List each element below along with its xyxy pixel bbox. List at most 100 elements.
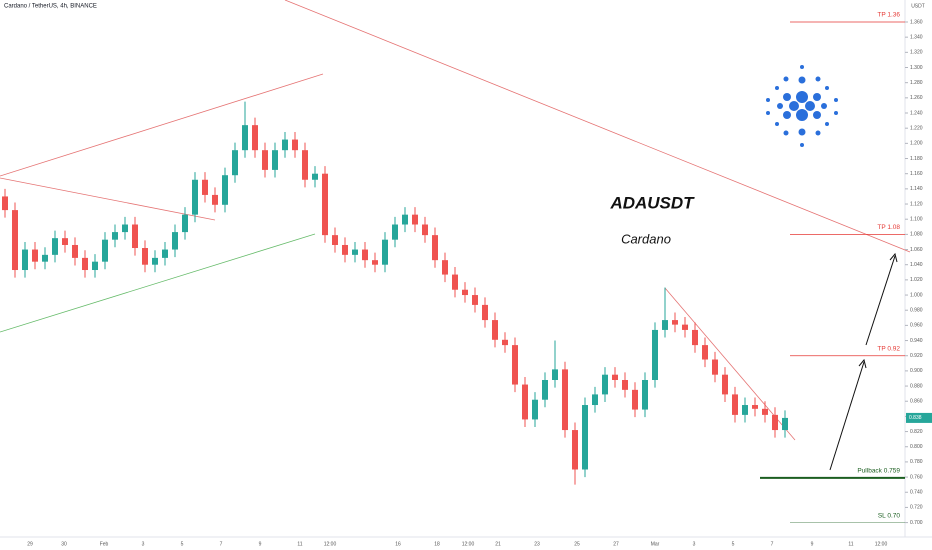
x-tick-label: 23 [534, 541, 540, 547]
candle-body [72, 244, 78, 258]
candle-body [442, 260, 448, 275]
candle-body [372, 260, 378, 265]
x-tick-label: 3 [142, 541, 145, 547]
candle-body [352, 249, 358, 255]
y-tick-label: 1.240 [910, 110, 923, 116]
candle-body [452, 274, 458, 290]
candle-body [592, 394, 598, 406]
x-tick-label: 11 [297, 541, 302, 547]
candle-body [582, 405, 588, 470]
y-tick-label: 1.300 [910, 65, 923, 71]
trend-line [284, 0, 911, 253]
cardano-logo [766, 65, 838, 147]
level-label: TP 1.08 [877, 224, 900, 231]
trend-line [0, 177, 216, 221]
candle-body [292, 139, 298, 151]
y-tick-label: 1.320 [910, 50, 923, 56]
candle-body [282, 139, 288, 151]
currency: USDT [911, 3, 925, 9]
x-tick-label: 29 [27, 541, 33, 547]
candle-body [742, 405, 748, 415]
y-tick-label: 0.720 [910, 505, 923, 511]
y-tick-label: 0.780 [910, 459, 923, 465]
y-tick-label: 1.080 [910, 232, 923, 238]
arrow-head [889, 252, 898, 263]
chart-title: ADAUSDT [609, 193, 695, 212]
candle-body [362, 249, 368, 261]
arrow-head [858, 358, 867, 369]
candle-body [102, 239, 108, 262]
arrow [865, 255, 896, 346]
candle-body [342, 244, 348, 255]
chart-subtitle: Cardano [621, 231, 671, 246]
candle-body [272, 150, 278, 170]
y-tick-label: 0.940 [910, 338, 923, 344]
candle-body [2, 196, 8, 211]
y-tick-label: 0.960 [910, 323, 923, 329]
y-tick-label: 0.900 [910, 368, 923, 374]
level-label: SL 0.70 [878, 512, 901, 519]
candle-body [532, 399, 538, 420]
y-tick-label: 1.360 [910, 19, 923, 25]
candle-body [322, 173, 328, 236]
candle-body [172, 232, 178, 250]
y-tick-label: 1.120 [910, 201, 923, 207]
x-tick-label: 9 [259, 541, 262, 547]
level-label: Pullback 0.759 [857, 468, 900, 475]
y-tick-label: 0.860 [910, 399, 923, 405]
x-tick-label: 18 [434, 541, 440, 547]
y-tick-label: 1.020 [910, 277, 923, 283]
candle-body [662, 320, 668, 330]
candle-body [302, 150, 308, 180]
candle-body [22, 249, 28, 271]
candle-body [692, 329, 698, 346]
y-tick-label: 0.800 [910, 444, 923, 450]
candle-body [492, 320, 498, 340]
x-tick-label: 11 [848, 541, 853, 547]
y-tick-label: 1.280 [910, 80, 923, 86]
x-tick-label: 25 [574, 541, 580, 547]
x-tick-label: 30 [61, 541, 67, 547]
candle-body [732, 394, 738, 415]
candle-body [462, 289, 468, 296]
candle-body [672, 320, 678, 325]
candle-body [772, 414, 778, 431]
candle-body [42, 254, 48, 262]
x-tick-label: 7 [220, 541, 223, 547]
candle-body [232, 150, 238, 176]
candle-body [522, 384, 528, 420]
candle-body [12, 210, 18, 271]
candle-body [632, 389, 638, 410]
arrow [829, 361, 865, 471]
candle-body [432, 235, 438, 261]
candle-body [572, 430, 578, 470]
candle-body [62, 238, 68, 245]
trend-line [0, 73, 324, 177]
candle-body [312, 173, 318, 180]
y-tick-label: 1.260 [910, 95, 923, 101]
candle-body [82, 257, 88, 271]
candle-body [762, 408, 768, 415]
candle-body [702, 345, 708, 360]
x-tick-label: 7 [771, 541, 774, 547]
candle-body [502, 339, 508, 346]
trend-line [0, 233, 316, 333]
candle-body [382, 239, 388, 265]
header: Cardano / TetherUS, 4h, BINANCE [4, 4, 97, 10]
y-tick-label: 1.100 [910, 217, 923, 223]
level-label: TP 1.36 [877, 12, 900, 19]
candle-body [722, 374, 728, 395]
y-tick-label: 0.760 [910, 474, 923, 480]
x-tick-label: 16 [395, 541, 401, 547]
candle-body [162, 249, 168, 258]
y-tick-label: 1.140 [910, 186, 923, 192]
candle-body [142, 248, 148, 265]
candle-body [152, 257, 158, 265]
candle-body [562, 369, 568, 431]
trend-line [664, 287, 796, 441]
y-tick-label: 1.340 [910, 34, 923, 40]
candle-body [332, 235, 338, 245]
candle-body [242, 125, 248, 151]
candle-body [552, 369, 558, 380]
